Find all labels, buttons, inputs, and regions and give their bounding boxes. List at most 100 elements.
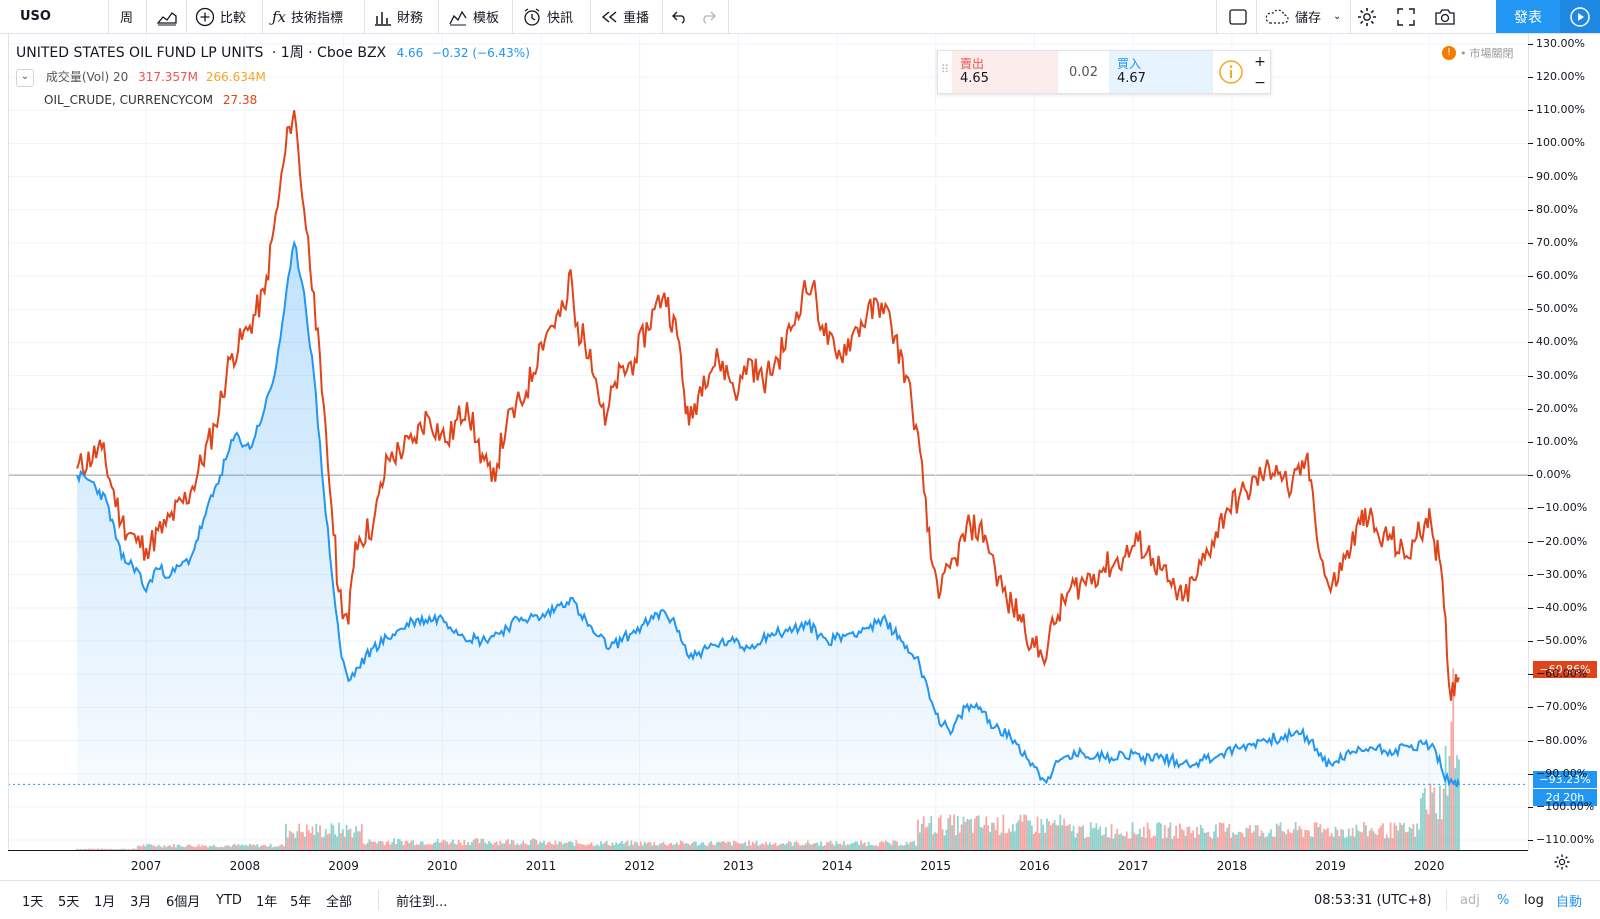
volume-bar [901,845,904,850]
adj-toggle[interactable]: adj [1460,892,1480,908]
volume-bar [596,844,599,850]
volume-bar [875,845,878,850]
volume-bar [1397,830,1400,850]
chart-style-button[interactable] [156,0,178,33]
settings-button[interactable] [1356,0,1378,33]
volume-bar [1332,836,1335,850]
symbol-search[interactable]: USO [20,0,51,33]
volume-bar [470,842,473,850]
auto-scale-toggle[interactable]: 自動 [1556,894,1583,910]
buy-button[interactable]: 買入 4.67 [1109,51,1213,93]
volume-bar [207,847,209,850]
volume-bar [159,846,162,850]
divider [378,890,379,910]
volume-bar [691,843,693,850]
volume-bar [516,843,519,850]
interval-button[interactable]: 周 [120,0,133,33]
sell-button[interactable]: 賣出 4.65 [952,51,1058,93]
log-toggle[interactable]: log [1524,892,1544,908]
redo-button[interactable] [700,0,716,33]
fullscreen-button[interactable] [1396,0,1416,33]
axis-settings-button[interactable] [1553,853,1571,875]
volume-bar [915,845,917,850]
volume-bar [1368,830,1371,850]
goto-date-button[interactable]: 前往到... [396,894,448,910]
save-button[interactable]: 儲存 ⌄ [1264,0,1341,33]
volume-bar [95,849,97,850]
volume-bar [1218,822,1221,850]
volume-bar [315,823,318,850]
bar-countdown-label: 2d 20h [1533,789,1597,806]
financials-label: 財務 [397,11,424,26]
snapshot-button[interactable] [1434,0,1456,33]
range-button[interactable]: 1年 [256,894,278,910]
volume-bar [1173,835,1176,850]
financials-button[interactable]: 財務 [374,0,423,33]
percent-toggle[interactable]: % [1497,892,1510,908]
info-icon[interactable] [1218,59,1244,89]
volume-bar [992,822,995,850]
volume-bar [1015,822,1018,850]
quantity-minus-button[interactable]: − [1254,74,1266,91]
volume-bar [983,824,986,850]
volume-bar [1226,827,1229,850]
volume-bar [1309,836,1312,850]
volume-bar [345,824,348,850]
volume-bar [1323,828,1326,850]
layout-button[interactable] [1228,0,1248,33]
volume-bar [469,845,471,850]
volume-bar [1437,819,1439,850]
volume-bar [994,829,997,850]
volume-bar [770,844,773,850]
volume-bar [1108,837,1111,850]
volume-bar [364,844,367,850]
volume-bar [1002,814,1005,850]
publish-button[interactable]: 發表 [1496,0,1560,33]
alert-button[interactable]: 快訊 [522,0,573,33]
volume-bar [199,846,202,850]
play-button[interactable] [1560,0,1600,33]
divider [186,0,187,33]
volume-bar [1268,832,1270,850]
range-button[interactable]: 5年 [290,894,312,910]
compare-button[interactable]: 比較 [195,0,246,33]
volume-bar [527,844,530,850]
range-button[interactable]: 全部 [326,894,353,910]
volume-bar [266,846,268,850]
volume-bar [1207,831,1210,850]
x-tick-label: 2012 [624,859,655,873]
volume-bar [841,844,843,850]
volume-bar [571,842,574,850]
volume-bar [434,841,437,850]
volume-bar [205,845,208,850]
volume-bar [201,845,204,850]
volume-bar [1070,831,1073,850]
range-button[interactable]: 3月 [130,894,152,910]
range-button[interactable]: YTD [216,892,242,908]
volume-bar [928,823,931,850]
templates-button[interactable]: 模板 [448,0,499,33]
clock-timezone[interactable]: 08:53:31 (UTC+8) [1314,892,1432,908]
indicators-button[interactable]: ƒx 技術指標 [272,0,343,33]
quantity-plus-button[interactable]: + [1254,53,1266,70]
y-tick-label: −70.00% [1536,700,1588,714]
volume-bar [423,844,426,850]
uso-area-fill [77,243,1459,787]
sell-price: 4.65 [960,71,989,86]
volume-bar [658,843,661,850]
volume-bar [412,840,414,850]
price-chart[interactable] [0,34,1528,850]
volume-bar [503,843,506,850]
drag-handle-icon[interactable]: ⠿ [941,63,950,76]
range-button[interactable]: 1天 [22,894,44,910]
range-button[interactable]: 5天 [58,894,80,910]
undo-button[interactable] [672,0,688,33]
x-tick-label: 2018 [1216,859,1248,873]
volume-bar [812,843,815,850]
volume-bar [829,840,832,850]
volume-bar [161,847,164,850]
range-button[interactable]: 1月 [94,894,116,910]
range-button[interactable]: 6個月 [166,894,201,910]
replay-button[interactable]: 重播 [600,0,649,33]
collapse-chevron-icon[interactable]: ⌄ [16,68,34,87]
